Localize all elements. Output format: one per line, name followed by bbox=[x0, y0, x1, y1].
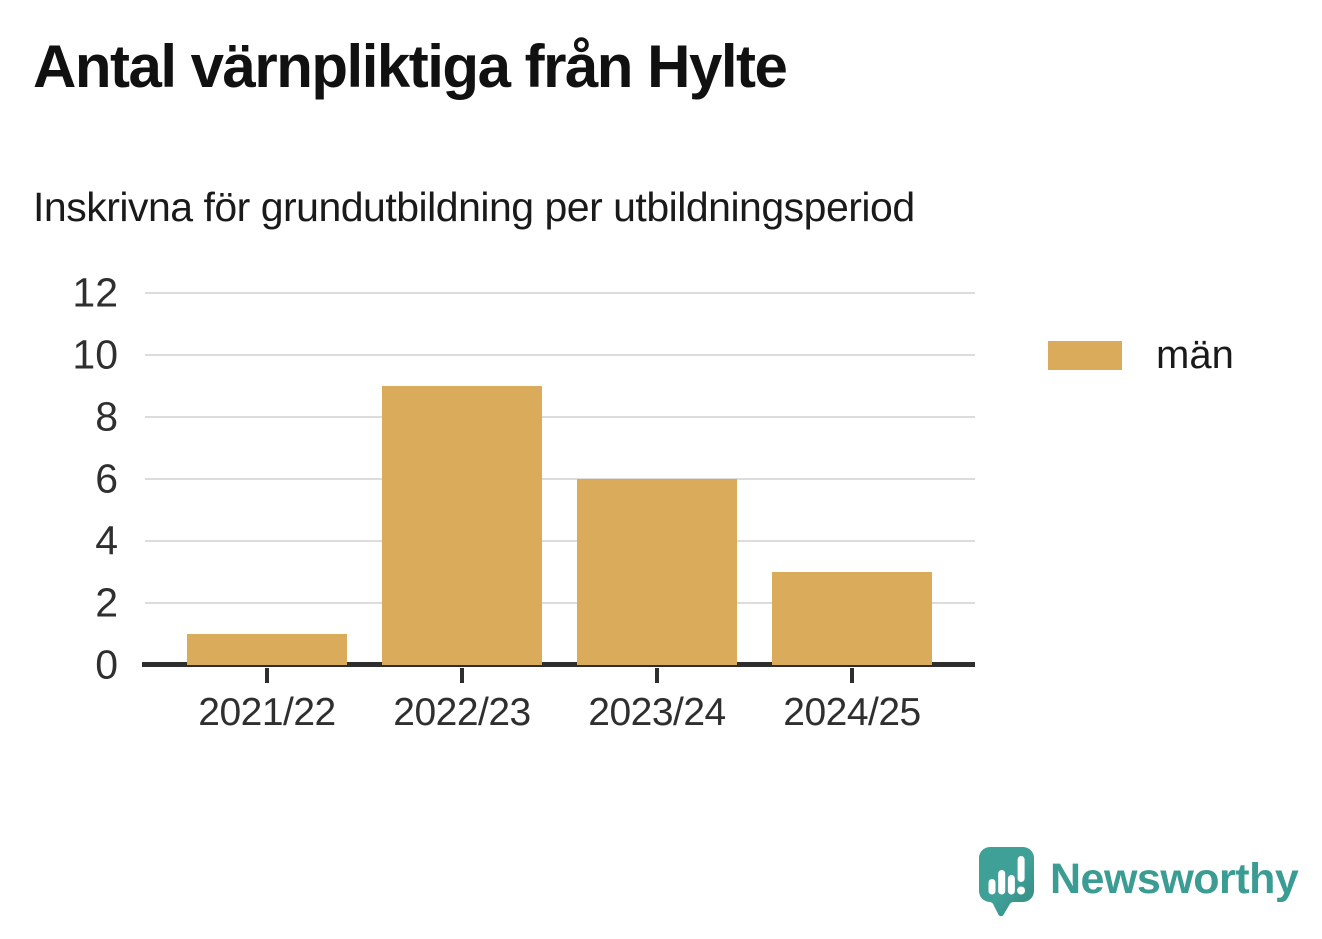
x-label-2024/25: 2024/25 bbox=[783, 691, 921, 734]
chart-subtitle: Inskrivna för grundutbildning per utbild… bbox=[33, 184, 915, 230]
gridline-y2 bbox=[145, 602, 975, 604]
y-axis-labels: 0 2 4 6 8 10 12 bbox=[0, 272, 118, 685]
x-label-2021/22: 2021/22 bbox=[198, 691, 336, 734]
bar-2024/25 bbox=[772, 572, 932, 665]
y-tick-label-6: 6 bbox=[95, 455, 118, 502]
gridline-y4 bbox=[145, 540, 975, 542]
y-tick-label-10: 10 bbox=[72, 331, 118, 378]
chart-title: Antal värnpliktiga från Hylte bbox=[33, 33, 788, 100]
x-label-2022/23: 2022/23 bbox=[393, 691, 531, 734]
x-tick-2023/24 bbox=[655, 668, 659, 683]
gridline-y10 bbox=[145, 354, 975, 356]
plot-area: 2021/22 2022/23 2023/24 2024/25 bbox=[142, 292, 975, 734]
y-tick-label-12: 12 bbox=[72, 269, 118, 316]
y-tick-label-0: 0 bbox=[95, 641, 118, 688]
newsworthy-logo-text: Newsworthy bbox=[1050, 855, 1299, 903]
x-tick-2024/25 bbox=[850, 668, 854, 683]
legend-label-man: män bbox=[1156, 333, 1234, 377]
y-tick-label-2: 2 bbox=[95, 579, 118, 626]
x-tick-2022/23 bbox=[460, 668, 464, 683]
bar-2023/24 bbox=[577, 479, 737, 665]
y-tick-label-8: 8 bbox=[95, 393, 118, 440]
newsworthy-logo: Newsworthy bbox=[978, 846, 1299, 928]
newsworthy-logo-icon bbox=[979, 847, 1034, 917]
legend: män bbox=[1048, 333, 1234, 378]
y-tick-label-4: 4 bbox=[95, 517, 118, 564]
bar-2021/22 bbox=[187, 634, 347, 665]
bar-2022/23 bbox=[382, 386, 542, 665]
x-axis-line bbox=[142, 662, 975, 667]
gridline-y8 bbox=[145, 416, 975, 418]
gridline-y12 bbox=[145, 292, 975, 294]
legend-swatch-man bbox=[1048, 341, 1122, 370]
x-label-2023/24: 2023/24 bbox=[588, 691, 726, 734]
gridline-y6 bbox=[145, 478, 975, 480]
x-tick-2021/22 bbox=[265, 668, 269, 683]
